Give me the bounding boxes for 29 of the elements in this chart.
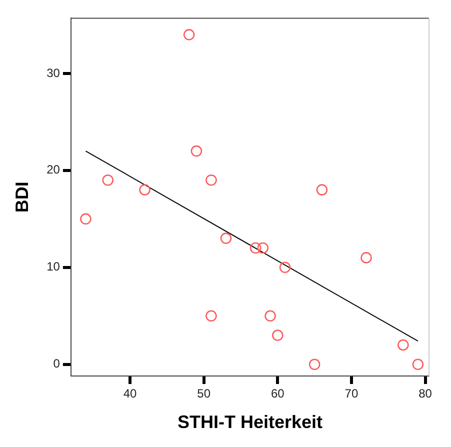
x-tick-label: 80 — [418, 386, 432, 401]
x-tick-label: 60 — [270, 386, 285, 401]
point — [412, 358, 424, 370]
y-tick-label: 0 — [53, 356, 60, 371]
point — [206, 310, 217, 322]
x-tick-label: 70 — [344, 386, 358, 401]
x-tick-label: 50 — [197, 386, 211, 401]
point — [80, 213, 92, 225]
point — [102, 174, 114, 186]
point — [279, 262, 291, 274]
point — [316, 184, 328, 196]
point — [264, 310, 276, 322]
point — [250, 242, 262, 254]
x-tick-label: 40 — [123, 386, 137, 401]
y-axis-title: BDI — [12, 182, 32, 213]
point — [308, 358, 320, 370]
y-tick-label: 10 — [46, 260, 60, 274]
point — [139, 184, 150, 196]
point — [257, 242, 269, 254]
y-tick-label: 30 — [46, 66, 60, 80]
point — [398, 339, 409, 351]
point — [206, 174, 217, 186]
point — [220, 232, 232, 244]
point — [360, 252, 372, 264]
point — [272, 330, 284, 341]
point — [183, 29, 195, 40]
y-tick-label: 20 — [46, 162, 60, 177]
point — [190, 145, 202, 157]
x-axis-title: STHI-T Heiterkeit — [177, 412, 322, 432]
